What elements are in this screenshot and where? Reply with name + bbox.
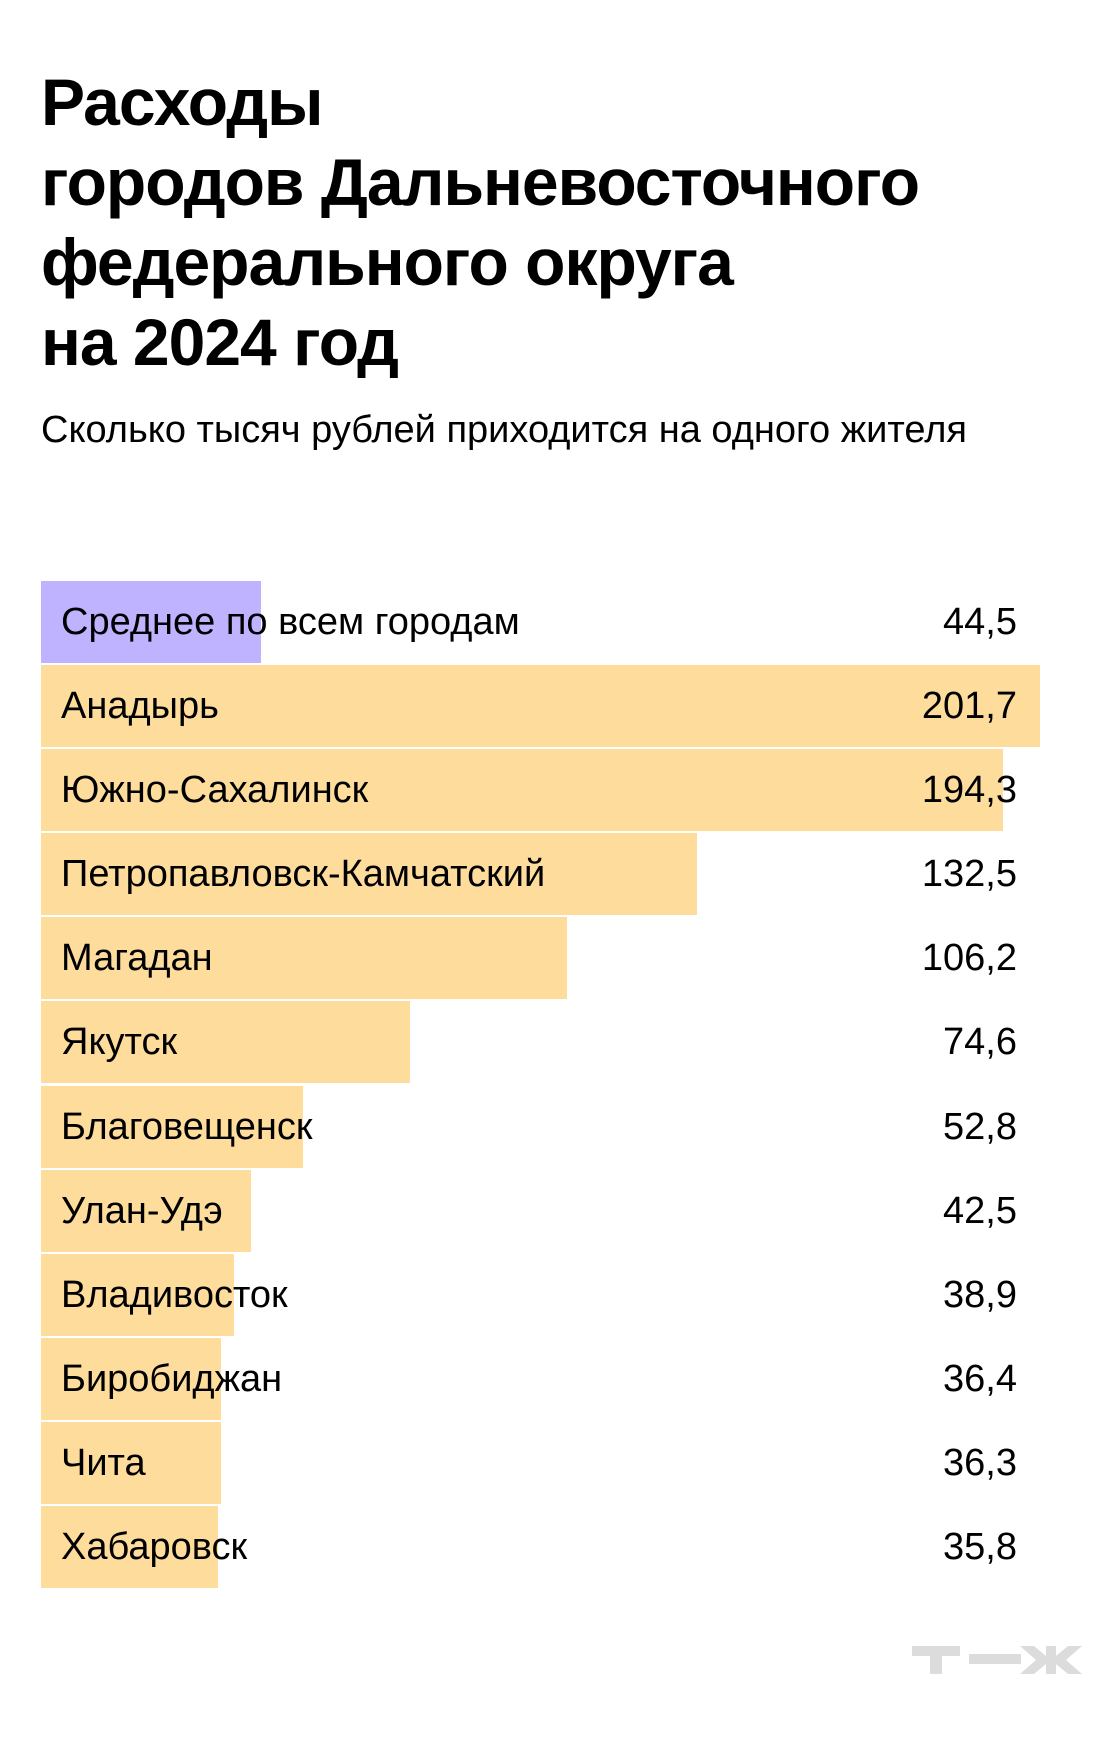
average-row: Среднее по всем городам 44,5 (41, 581, 1041, 663)
bar-label: Якутск (61, 1021, 178, 1064)
city-row: Хабаровск 35,8 (41, 1506, 1041, 1589)
city-bar (41, 833, 698, 916)
city-row: Петропавловск-Камчатский 132,5 (41, 833, 1041, 916)
city-bar (41, 665, 1040, 748)
chart-subtitle: Сколько тысяч рублей приходится на одног… (41, 409, 967, 451)
bar-chart: Среднее по всем городам 44,5 Анадырь 201,7 Ю… (41, 581, 1041, 1590)
city-row: Чита 36,3 (41, 1421, 1041, 1504)
title-line: Расходы (41, 65, 323, 139)
title-line: федерального округа (41, 225, 734, 299)
title-line: на 2024 год (41, 305, 399, 379)
city-bar (41, 1506, 219, 1589)
city-row: Анадырь 201,7 (41, 665, 1041, 748)
bar-label: Биробиджан (61, 1357, 283, 1400)
city-row: Биробиджан 36,4 (41, 1337, 1041, 1420)
city-bar (41, 749, 1004, 832)
bar-value: 201,7 (921, 685, 1017, 728)
bar-value: 74,6 (943, 1021, 1017, 1064)
bar-label: Чита (61, 1441, 146, 1484)
bar-value: 35,8 (943, 1526, 1017, 1569)
city-row: Якутск 74,6 (41, 1001, 1041, 1084)
chart-title: Расходы городов Дальневосточного федерал… (41, 62, 1041, 382)
city-row: Магадан 106,2 (41, 917, 1041, 1000)
bar-value: 44,5 (943, 601, 1017, 643)
city-row: Южно-Сахалинск 194,3 (41, 749, 1041, 832)
bar-value: 38,9 (943, 1273, 1017, 1316)
city-bar (41, 1337, 222, 1420)
tzh-logo-icon (912, 1646, 1082, 1674)
bar-label: Владивосток (61, 1273, 288, 1316)
city-bar (41, 917, 567, 1000)
bar-value: 42,5 (943, 1189, 1017, 1232)
bar-value: 106,2 (921, 937, 1017, 980)
average-bar (41, 581, 262, 663)
bar-value: 36,4 (943, 1357, 1017, 1400)
bar-label: Среднее по всем городам (61, 601, 520, 643)
city-bar (41, 1169, 252, 1252)
title-line: городов Дальневосточного (41, 145, 920, 219)
bar-value: 36,3 (943, 1441, 1017, 1484)
bar-label: Магадан (61, 937, 213, 980)
city-row: Благовещенск 52,8 (41, 1085, 1041, 1168)
city-bar (41, 1001, 411, 1084)
bar-value: 52,8 (943, 1105, 1017, 1148)
bar-label: Петропавловск-Камчатский (61, 853, 546, 896)
bar-label: Улан-Удэ (61, 1189, 223, 1232)
city-row: Владивосток 38,9 (41, 1253, 1041, 1336)
city-bar (41, 1253, 234, 1336)
bar-label: Благовещенск (61, 1105, 313, 1148)
bar-label: Анадырь (61, 685, 219, 728)
bar-value: 194,3 (921, 769, 1017, 812)
city-bar (41, 1421, 221, 1504)
city-bar (41, 1085, 303, 1168)
city-row: Улан-Удэ 42,5 (41, 1169, 1041, 1252)
bar-label: Хабаровск (61, 1526, 248, 1569)
bar-value: 132,5 (921, 853, 1017, 896)
bar-label: Южно-Сахалинск (61, 769, 369, 812)
